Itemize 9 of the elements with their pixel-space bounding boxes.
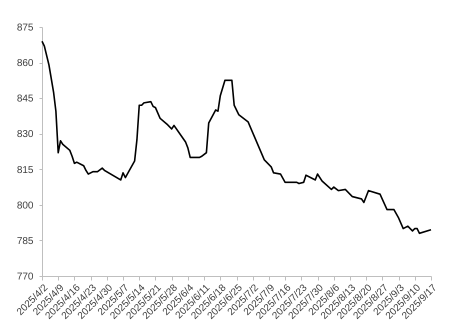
y-tick-label: 800 xyxy=(16,200,34,212)
y-tick-label: 875 xyxy=(16,22,34,34)
y-tick-label: 785 xyxy=(16,236,34,247)
y-tick-label: 845 xyxy=(16,94,34,105)
y-tick-label: 770 xyxy=(16,272,34,282)
y-tick-label: 860 xyxy=(16,58,34,70)
line-series xyxy=(41,40,432,234)
y-tick-label: 830 xyxy=(16,129,34,140)
y-tick-label: 815 xyxy=(16,164,34,176)
